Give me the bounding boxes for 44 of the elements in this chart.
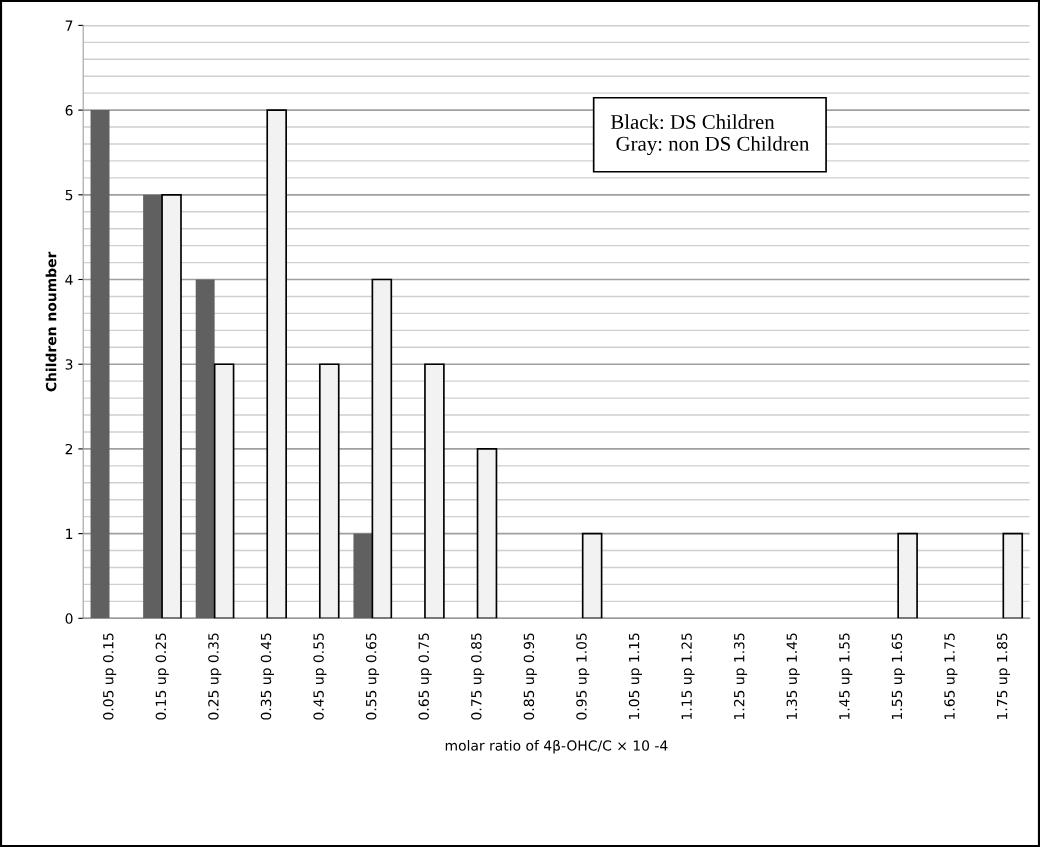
y-tick-label: 7 (65, 20, 73, 31)
bar (897, 532, 918, 619)
x-tick-label: 1.45 up 1.55 (839, 633, 853, 719)
bar (266, 109, 287, 619)
x-tick-label: 0.15 up 0.25 (155, 633, 169, 720)
bar (424, 363, 445, 619)
x-tick-label: 1.15 up 1.25 (681, 633, 695, 719)
y-tick-label: 0 (65, 613, 73, 624)
y-axis-title: Children noumber (45, 251, 57, 392)
bar (371, 278, 393, 619)
x-tick-label: 0.95 up 1.05 (576, 633, 590, 720)
x-tick-label: 0.45 up 0.55 (313, 633, 327, 720)
x-tick-label: 0.35 up 0.45 (260, 633, 274, 720)
x-tick-label: 1.75 up 1.85 (996, 633, 1011, 719)
bar (213, 363, 235, 619)
x-tick-label: 1.65 up 1.75 (944, 633, 958, 719)
bar (161, 193, 182, 619)
x-tick-label: 0.85 up 0.95 (523, 633, 537, 720)
bar (143, 194, 163, 619)
annotation: Gray: non DS Children (616, 136, 810, 156)
x-tick-label: 0.05 up 0.15 (103, 633, 117, 720)
y-tick-label: 5 (65, 189, 73, 201)
x-tick-label: 1.55 up 1.65 (891, 633, 905, 719)
bar (90, 110, 110, 619)
x-tick-label: 0.55 up 0.65 (365, 633, 380, 720)
x-tick-label: 1.05 up 1.15 (628, 633, 642, 719)
x-tick-label: 0.65 up 0.75 (418, 633, 432, 720)
x-tick-label: 1.25 up 1.35 (733, 633, 748, 719)
y-tick-label: 2 (65, 443, 73, 455)
y-tick-label: 4 (65, 274, 73, 285)
x-tick-label: 0.25 up 0.35 (208, 633, 222, 720)
bar (581, 532, 603, 619)
y-tick-label: 6 (65, 105, 73, 116)
bar (195, 279, 215, 619)
bar (1002, 532, 1024, 619)
x-tick-label: 0.75 up 0.85 (471, 633, 485, 720)
x-tick-label: 1.35 up 1.45 (786, 633, 800, 719)
bar (318, 363, 340, 619)
bar (476, 448, 498, 619)
y-tick-label: 3 (65, 359, 73, 370)
y-tick-label: 1 (66, 528, 73, 539)
x-axis-title: molar ratio of 4β-OHC/C × 10 -4 (445, 739, 668, 754)
annotation: Black: DS Children (610, 114, 775, 130)
bar (353, 533, 373, 619)
